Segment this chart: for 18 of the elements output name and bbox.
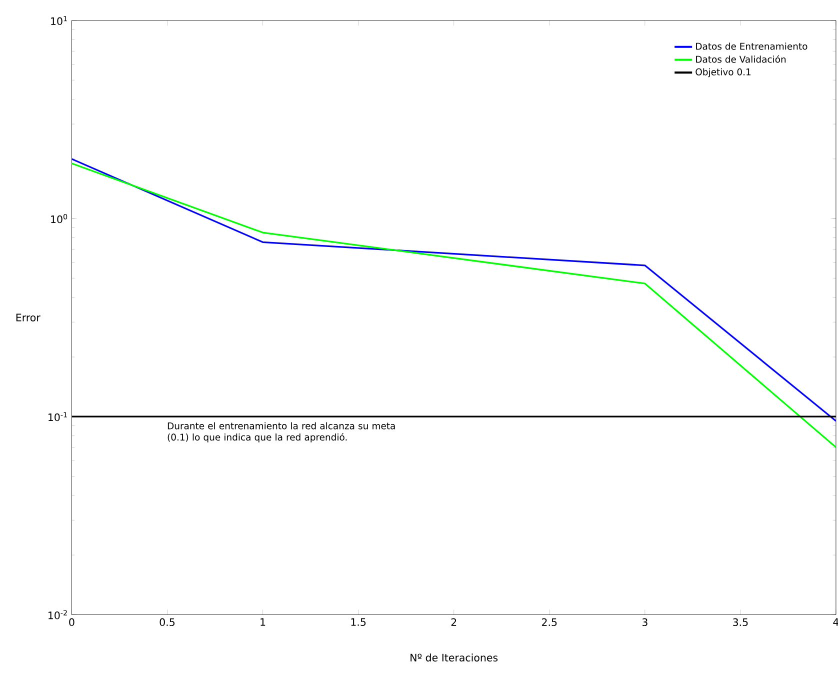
x-tick-label: 0.5 (160, 618, 174, 626)
x-tick-label: 0 (69, 618, 74, 626)
x-tick-label: 2.5 (542, 618, 557, 626)
x-tick-label: 1 (260, 618, 266, 626)
x-tick-label: 1.5 (351, 618, 366, 626)
x-tick-label: 3 (642, 618, 648, 626)
y-tick-label: 10$^{0}$ (51, 214, 68, 224)
x-tick-label: 3.5 (733, 618, 748, 626)
y-axis-title: Error (16, 314, 40, 322)
x-tick-label: 2 (451, 618, 456, 626)
legend-label: Datos de Entrenamiento (696, 42, 808, 50)
y-tick-label: 10$^{-2}$ (48, 610, 67, 620)
x-axis-title: Nº de Iteraciones (410, 654, 498, 662)
legend-label: Datos de Validación (696, 55, 786, 63)
legend-label: Objetivo 0.1 (696, 68, 751, 78)
y-tick-label: 10$^{1}$ (51, 16, 67, 26)
y-tick-label: 10$^{-1}$ (48, 412, 67, 422)
annotation: Durante el entrenamiento la red alcanza su meta (0.1) lo que indica que la red aprendió. (168, 422, 395, 443)
